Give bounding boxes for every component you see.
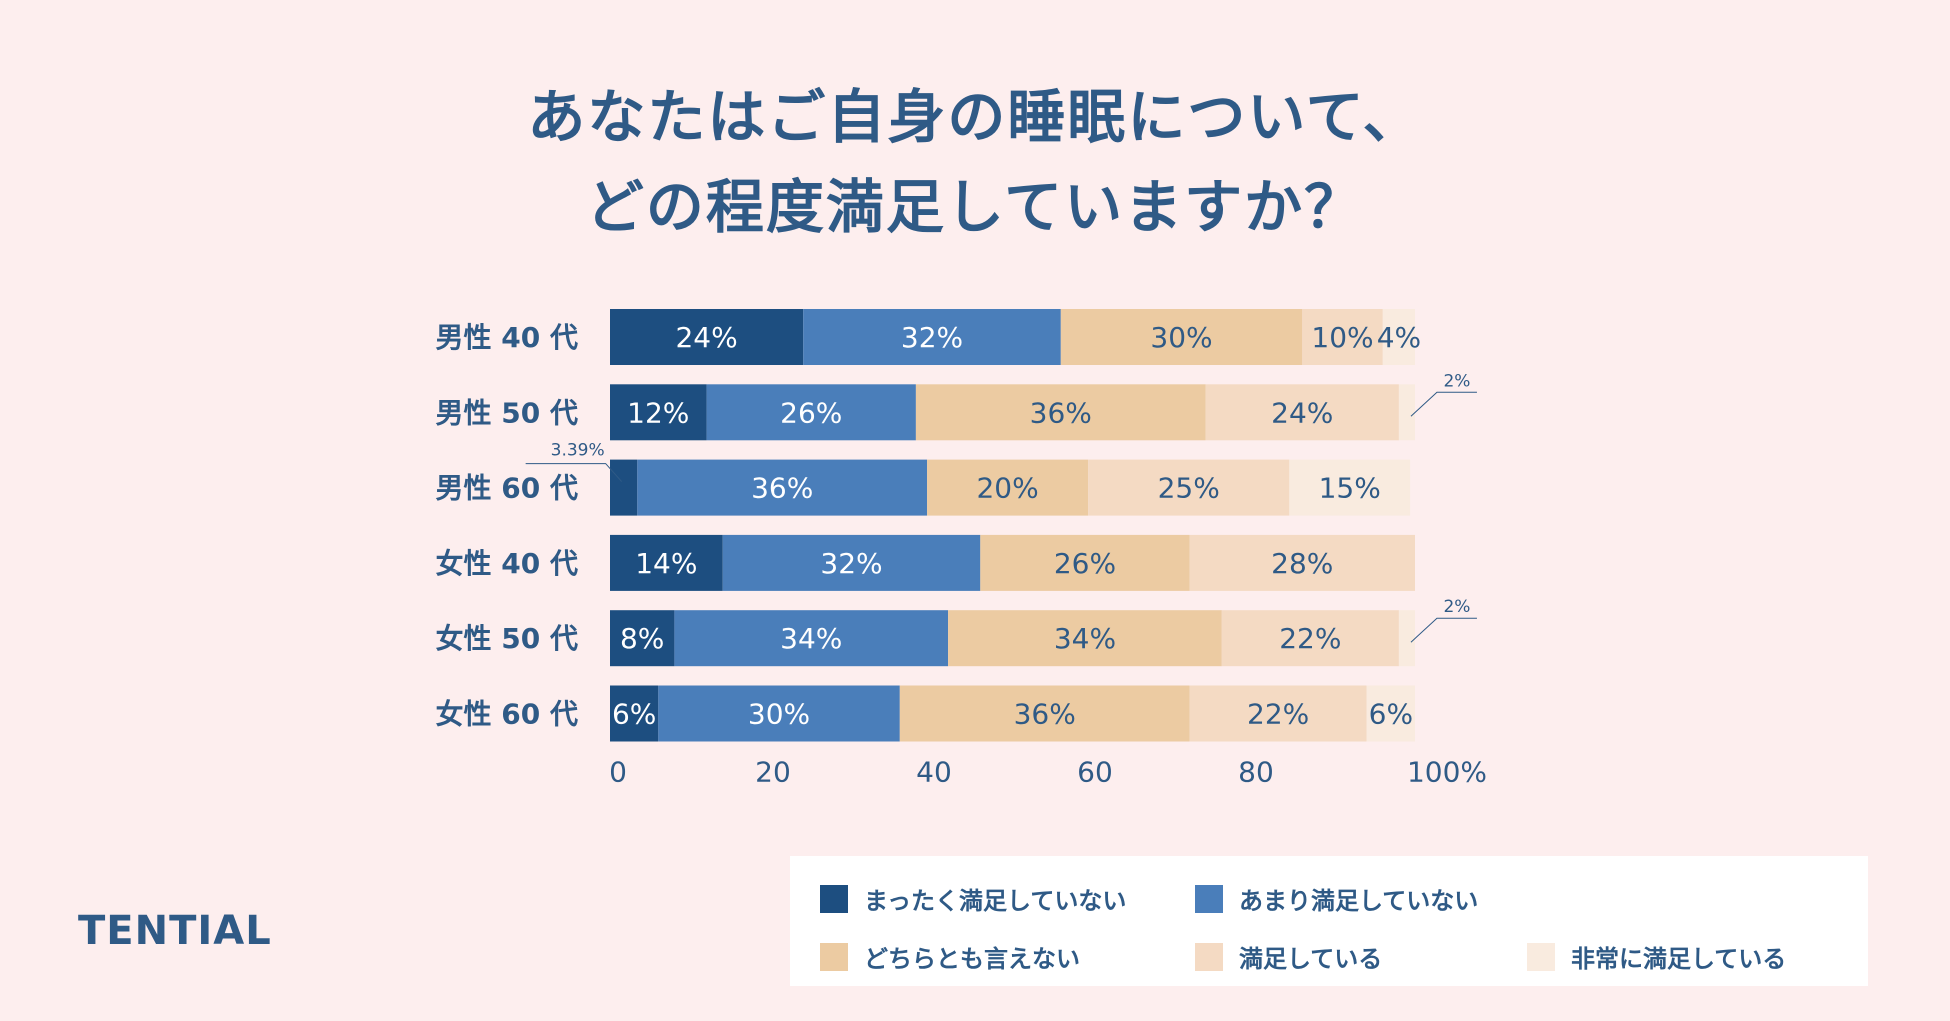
category-label: 女性 50 代: [436, 622, 578, 655]
chart-title-line-1: あなたはご自身の睡眠について、: [527, 83, 1423, 151]
bar-segment: [1289, 459, 1411, 516]
bar-segment: [610, 534, 723, 591]
bar-segment: [803, 309, 1061, 365]
data-label: 4%: [1377, 321, 1421, 354]
bar-segment: [706, 384, 916, 441]
data-label: 8%: [620, 622, 664, 655]
data-label: 22%: [1279, 622, 1341, 655]
data-label: 14%: [635, 547, 697, 580]
data-label: 20%: [976, 472, 1038, 505]
data-label: 36%: [751, 472, 813, 505]
data-label: 30%: [748, 698, 810, 731]
bar-segment: [610, 610, 675, 667]
data-label: 28%: [1271, 547, 1333, 580]
bar-segment: [1060, 309, 1303, 365]
data-label: 26%: [780, 396, 842, 429]
data-label: 34%: [1054, 622, 1116, 655]
bar-segment: [948, 610, 1222, 667]
x-tick-label: 40: [916, 756, 952, 789]
bar-segment: [637, 459, 928, 516]
data-label: 22%: [1247, 698, 1309, 731]
bar-segment: [1088, 459, 1290, 516]
data-label: 32%: [901, 321, 963, 354]
data-label: 15%: [1319, 472, 1381, 505]
bar-segment: [610, 384, 707, 441]
bar-segment: [980, 534, 1190, 591]
bar-segment: [1189, 685, 1367, 742]
data-label: 6%: [1369, 698, 1413, 731]
stacked-bar-chart: 男性 40 代 24% 32% 30% 10% 4% 男性 50 代 12% 26% 36% 24%…: [436, 309, 1487, 789]
bar-segment: [722, 534, 981, 591]
bar-segment: [1221, 610, 1399, 667]
legend-item-very-satisfied: 非常に満足している: [1527, 939, 1786, 974]
callout-label: 2%: [1443, 597, 1470, 617]
data-label: 36%: [1030, 396, 1092, 429]
legend-swatch: [820, 884, 848, 913]
bar-segment: [915, 384, 1206, 441]
data-label: 24%: [1271, 396, 1333, 429]
data-label: 32%: [820, 547, 882, 580]
data-label: 25%: [1158, 472, 1220, 505]
legend-item-neutral: どちらとも言えない: [820, 939, 1080, 974]
x-tick-label: 100%: [1407, 756, 1487, 789]
data-label: 30%: [1150, 321, 1212, 354]
x-tick-label: 80: [1238, 756, 1274, 789]
legend-swatch: [820, 942, 848, 971]
bar-segment: [1398, 610, 1415, 667]
chart-title-line-2: どの程度満足していますか？: [585, 173, 1365, 241]
legend-label: あまり満足していない: [1239, 887, 1479, 915]
bar-segment: [674, 610, 949, 667]
bar-segment: [1205, 384, 1399, 441]
legend-label: まったく満足していない: [864, 887, 1127, 915]
bar-segment: [658, 685, 900, 742]
x-tick-label: 0: [609, 756, 627, 789]
legend-label: 非常に満足している: [1571, 945, 1787, 973]
bar-segment: [1398, 384, 1415, 441]
bar-segment: [610, 459, 638, 516]
bar-segment: [1366, 685, 1415, 742]
callout-leader: [1410, 391, 1477, 417]
legend-swatch: [1195, 884, 1223, 913]
legend-label: どちらとも言えない: [864, 945, 1080, 973]
callout-label: 3.39%: [551, 441, 605, 461]
category-label: 女性 40 代: [436, 547, 578, 580]
data-label: 6%: [612, 698, 656, 731]
bar-segment: [1189, 534, 1415, 591]
bar-segment: [927, 459, 1089, 516]
legend: まったく満足していない あまり満足していない どちらとも言えない 満足している …: [790, 856, 1868, 986]
brand-logo: TENTIAL: [78, 908, 272, 954]
bar-segment: [610, 685, 659, 742]
data-label: 26%: [1054, 547, 1116, 580]
category-label: 男性 60 代: [436, 472, 578, 505]
category-label: 男性 50 代: [436, 396, 578, 429]
category-label: 女性 60 代: [436, 698, 578, 731]
data-label: 12%: [627, 396, 689, 429]
bar-segment: [1382, 309, 1415, 365]
callout-leader: [525, 463, 623, 482]
x-tick-label: 20: [755, 756, 791, 789]
legend-item-dissatisfied: あまり満足していない: [1195, 881, 1478, 916]
legend-swatch: [1527, 942, 1555, 971]
category-label: 男性 40 代: [436, 321, 578, 354]
legend-swatch: [1195, 942, 1223, 971]
legend-item-very-dissatisfied: まったく満足していない: [820, 881, 1126, 916]
data-label: 36%: [1014, 698, 1076, 731]
bar-segment: [1302, 309, 1383, 365]
data-label: 10%: [1311, 321, 1373, 354]
legend-item-satisfied: 満足している: [1195, 939, 1382, 974]
legend-label: 満足している: [1239, 945, 1383, 973]
x-tick-label: 60: [1077, 756, 1113, 789]
callout-leader: [1410, 617, 1477, 643]
callout-label: 2%: [1443, 371, 1470, 391]
bar-segment: [610, 309, 804, 365]
data-label: 34%: [780, 622, 842, 655]
data-label: 24%: [675, 321, 737, 354]
bar-segment: [899, 685, 1190, 742]
